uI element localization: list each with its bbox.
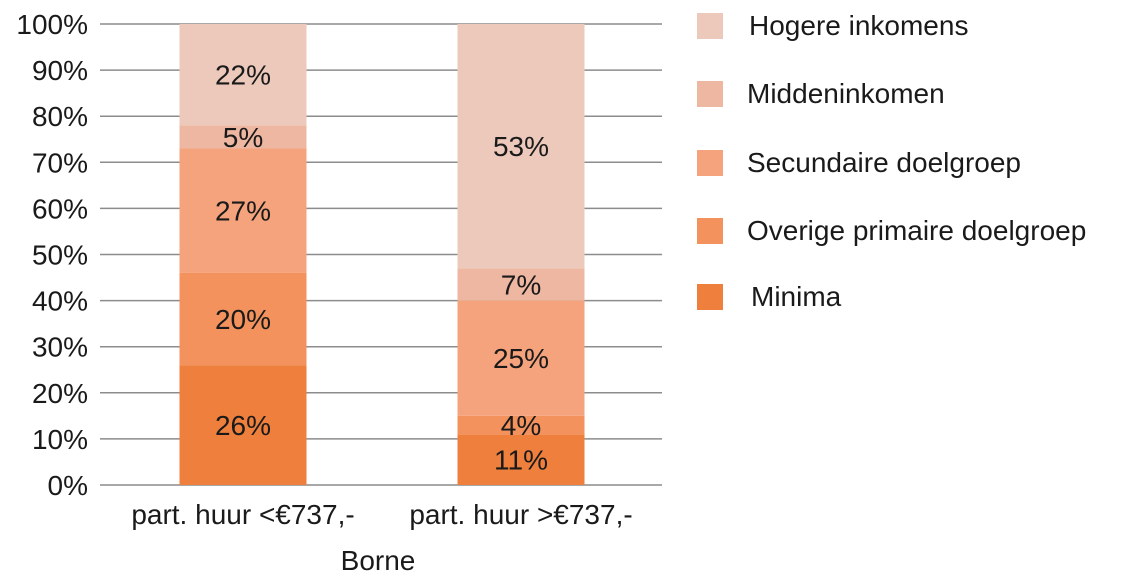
legend-swatch [697,284,723,310]
bar-segment [179,125,307,149]
legend-item-minima: Minima [697,277,841,317]
y-tick-label: 50% [32,240,88,271]
x-tick-label: part. huur >€737,- [409,499,632,530]
bar-segment [179,272,307,366]
legend-item-overige-primaire-doelgroep: Overige primaire doelgroep [697,211,1086,251]
data-label: 22% [215,60,271,91]
legend-swatch [697,150,723,176]
bar-segment [179,365,307,485]
y-tick-label: 20% [32,378,88,409]
y-tick-label: 60% [32,193,88,224]
legend-item-middeninkomen: Middeninkomen [697,74,945,114]
x-axis-title: Borne [341,545,416,576]
bar-segment [179,148,307,273]
legend-swatch [697,13,723,39]
y-tick-label: 0% [48,470,88,501]
data-label: 26% [215,410,271,441]
y-tick-label: 70% [32,147,88,178]
legend-label: Secundaire doelgroep [747,147,1021,178]
y-tick-label: 90% [32,55,88,86]
legend-item-hogere-inkomens: Hogere inkomens [697,6,968,46]
legend-label: Overige primaire doelgroep [747,215,1087,246]
data-label: 25% [493,343,549,374]
legend-label: Hogere inkomens [749,10,969,41]
chart-legend: Hogere inkomens Middeninkomen Secundaire… [697,0,1137,330]
bar-segment [457,300,585,416]
data-label: 53% [493,131,549,162]
bar-segment [457,415,585,435]
data-label: 11% [494,445,548,476]
bar-segment [179,24,307,126]
y-tick-label: 40% [32,286,88,317]
y-tick-label: 10% [32,424,88,455]
data-label: 20% [215,304,271,335]
x-tick-label: part. huur <€737,- [131,499,354,530]
legend-label: Middeninkomen [747,78,945,109]
legend-label: Minima [751,281,842,312]
y-tick-label: 100% [16,9,88,40]
data-label: 27% [215,196,271,227]
legend-swatch [697,81,723,107]
bar-segment [457,24,585,269]
y-tick-label: 80% [32,101,88,132]
data-label: 7% [501,269,541,300]
legend-swatch [697,218,723,244]
bar-segment [457,268,585,301]
data-label: 5% [223,122,263,153]
y-tick-label: 30% [32,332,88,363]
bar-segment [457,434,585,485]
legend-item-secundaire-doelgroep: Secundaire doelgroep [697,143,1021,183]
